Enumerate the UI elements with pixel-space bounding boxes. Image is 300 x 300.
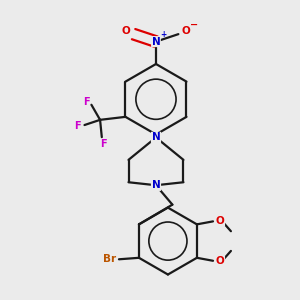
Text: O: O [216,256,224,266]
Text: N: N [152,133,160,142]
Text: F: F [100,139,106,149]
Text: N: N [152,37,160,46]
Text: O: O [182,26,190,36]
Text: N: N [152,180,160,190]
Text: F: F [75,121,81,130]
Text: O: O [122,26,130,36]
Text: F: F [83,98,89,107]
Text: Br: Br [103,254,116,264]
Text: +: + [160,30,167,39]
Text: −: − [190,20,198,30]
Text: O: O [216,216,224,226]
